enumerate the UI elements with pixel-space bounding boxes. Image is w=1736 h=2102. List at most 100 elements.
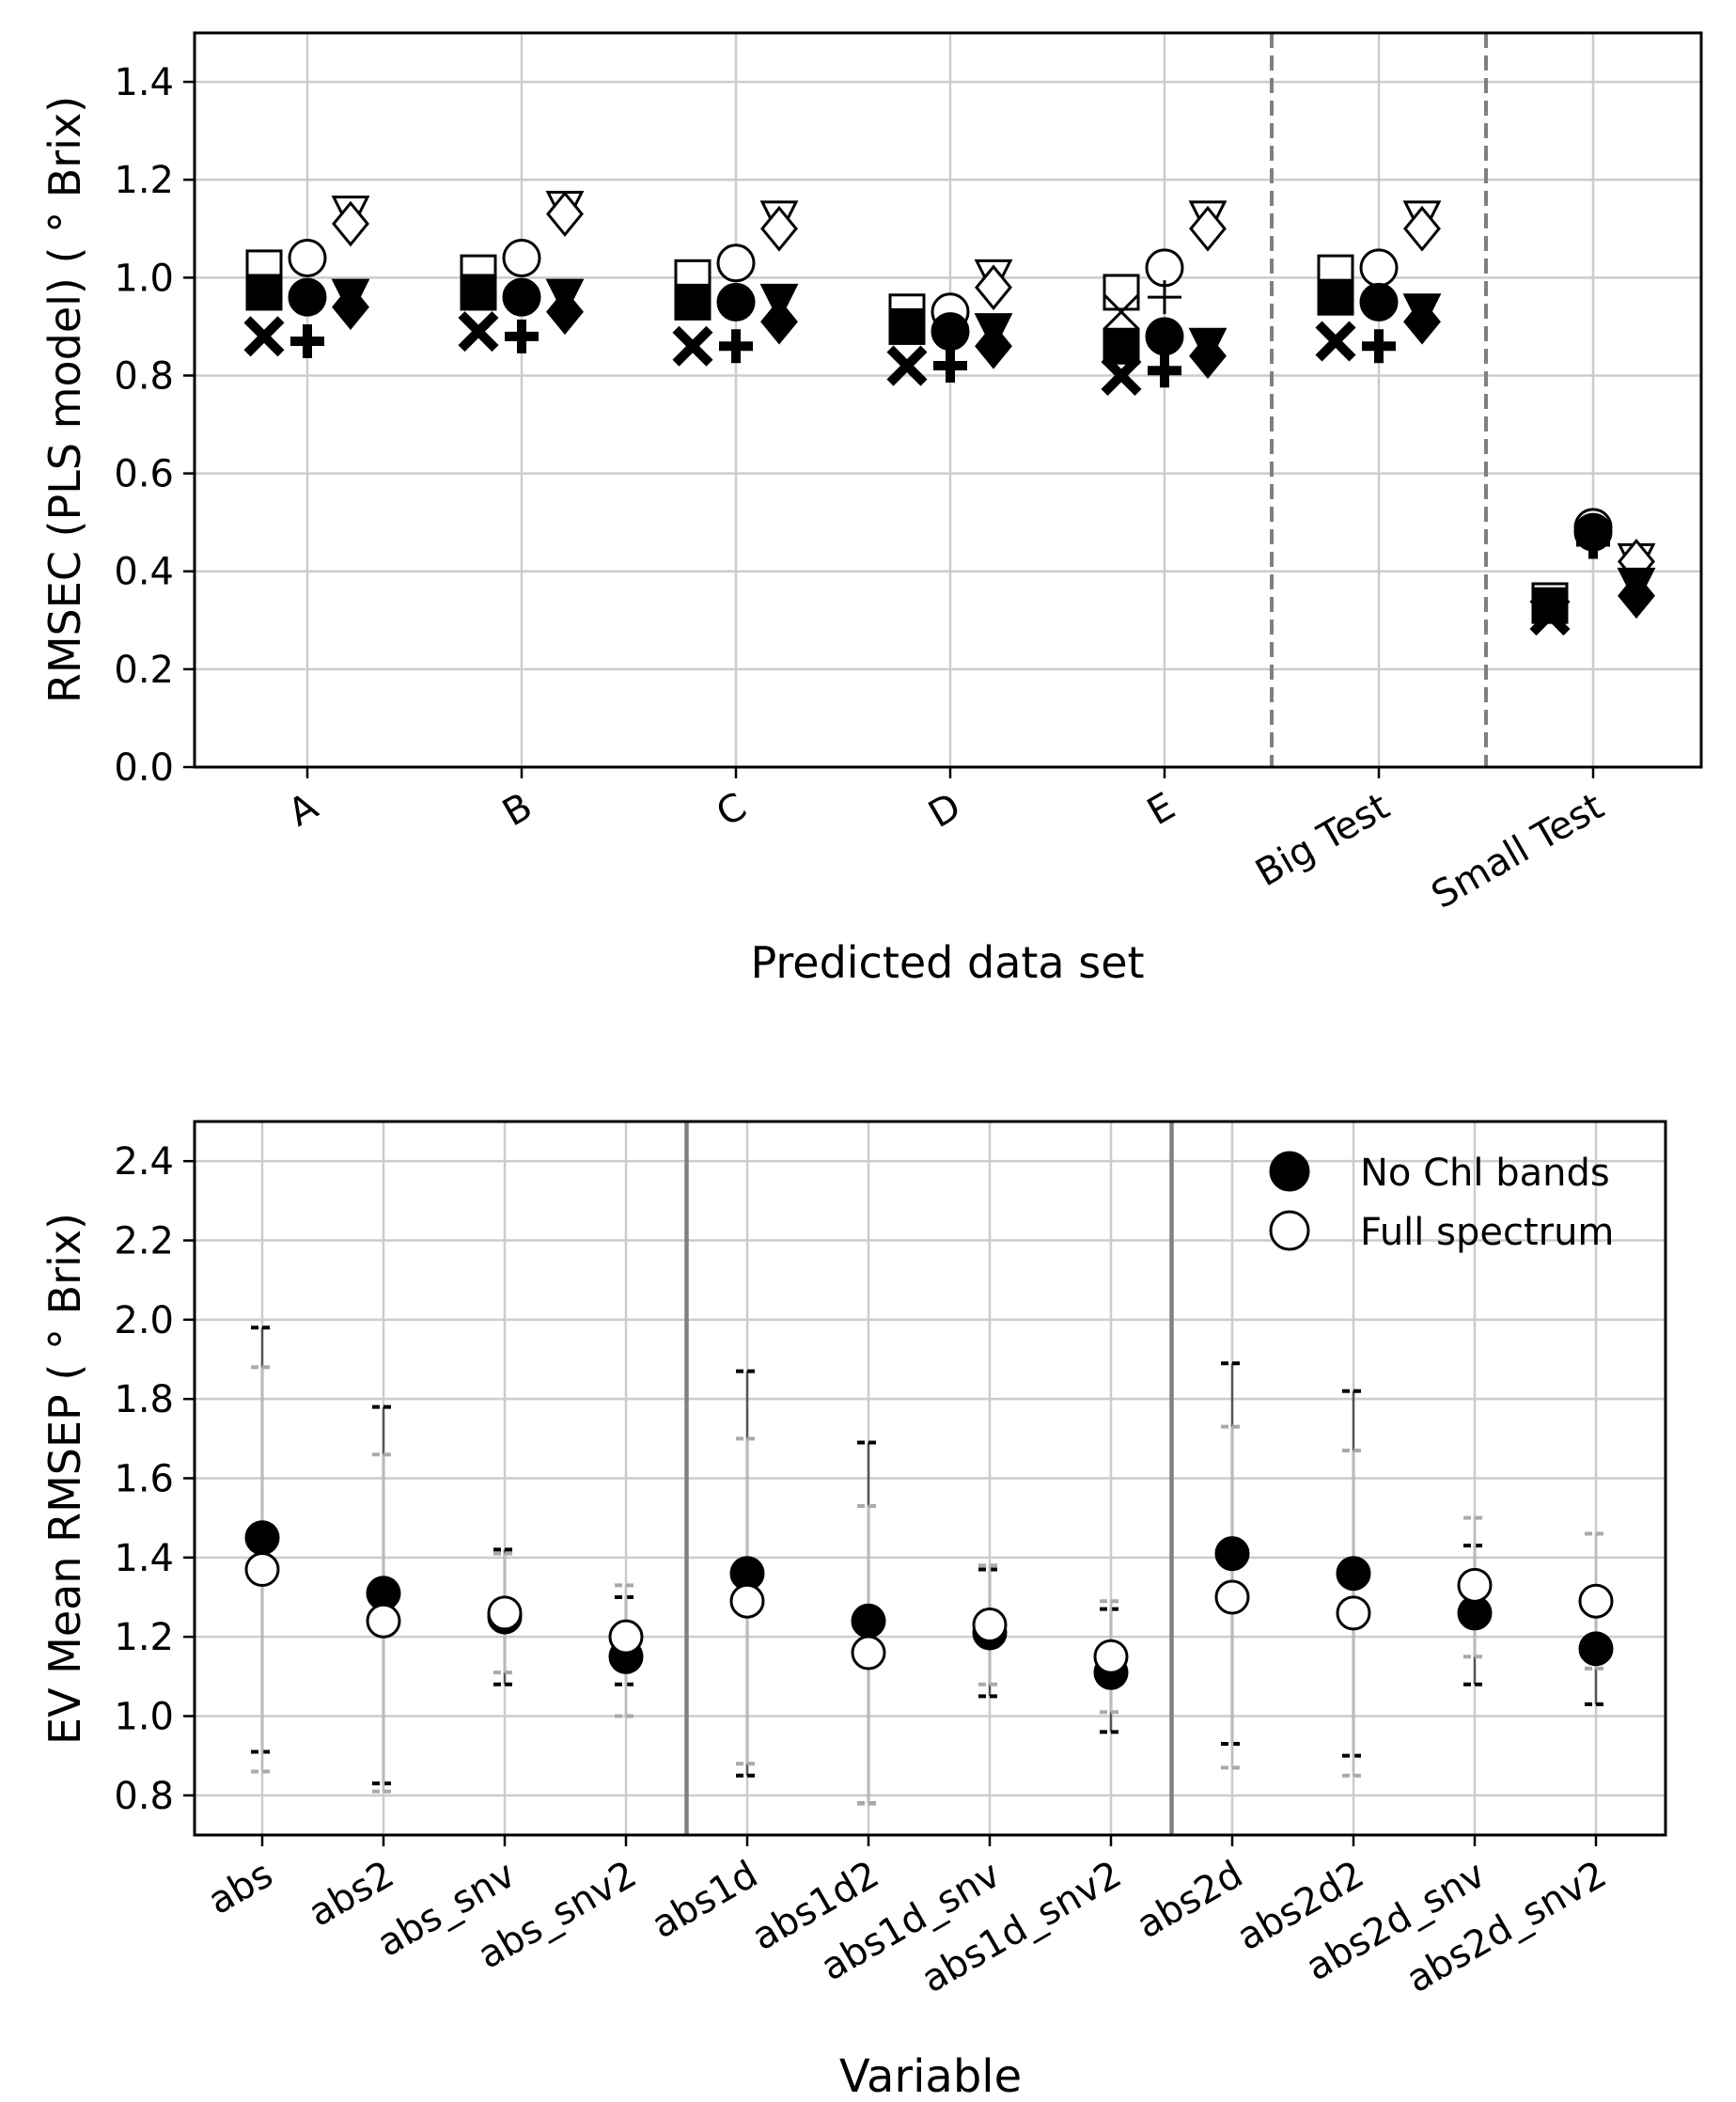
rmsep-chart: 0.81.01.21.41.61.82.02.22.4 abs abs2abs_s… <box>39 1120 1667 2102</box>
legend-marker-no-chl <box>1269 1151 1310 1192</box>
chart1-y-tick-label: 0.8 <box>114 354 174 398</box>
chart1-marker-diamond-open <box>1189 205 1227 252</box>
chart1-marker-x-filled <box>1315 321 1356 362</box>
chart1-marker-x-thin <box>1103 293 1140 330</box>
chart2-point-no-chl <box>244 1520 280 1556</box>
chart1-marker-diamond-filled <box>1189 333 1227 380</box>
chart1-marker-square-filled <box>1103 327 1140 365</box>
chart1-y-tick-label: 0.4 <box>114 551 174 594</box>
chart1-marker-diamond-filled <box>760 298 798 345</box>
chart1-y-tick-label: 1.0 <box>114 257 174 300</box>
chart1-marker-square-filled <box>245 274 283 311</box>
chart2-x-tick-label: abs2d <box>1130 1853 1250 1948</box>
chart2-y-tick-label: 1.2 <box>114 1616 174 1659</box>
legend-label-no-chl: No Chl bands <box>1360 1152 1610 1195</box>
chart1-marker-x-filled <box>886 345 928 386</box>
chart2-point-full-spectrum <box>851 1635 886 1671</box>
chart1-marker-square-filled <box>460 274 497 311</box>
chart2-point-full-spectrum <box>366 1603 401 1639</box>
chart1-marker-x-filled <box>1101 354 1142 397</box>
chart1-marker-circle-filled <box>931 312 970 352</box>
chart2-point-no-chl <box>1578 1631 1614 1667</box>
chart1-x-tick-label: Big Test <box>1248 785 1397 896</box>
chart1-x-tick-label: E <box>1140 785 1182 834</box>
chart1-marker-diamond-open <box>332 200 369 247</box>
chart2-point-full-spectrum <box>1457 1567 1493 1603</box>
chart2-point-full-spectrum <box>972 1608 1008 1643</box>
chart2-point-full-spectrum <box>1093 1639 1129 1674</box>
chart2-point-full-spectrum <box>729 1583 765 1619</box>
legend-marker-full-spectrum <box>1269 1210 1310 1251</box>
chart1-x-tick-label: C <box>710 785 754 836</box>
chart1-marker-diamond-filled <box>1403 298 1441 345</box>
rmsec-chart: 0.0 0.2 0.4 0.6 0.8 1.0 1.2 1.4 A B C D E Big Test Sm… <box>39 31 1703 988</box>
chart1-marker-diamond-open <box>546 191 584 238</box>
chart1-marker-diamond-filled <box>546 289 584 336</box>
chart1-marker-circle-filled <box>1145 317 1184 356</box>
chart2-x-tick-label: abs1d <box>645 1853 765 1948</box>
chart1-marker-x-filled <box>458 311 499 353</box>
chart1-marker-circle-open <box>1359 248 1399 288</box>
chart1-y-tick-label: 1.2 <box>114 159 174 202</box>
chart2-point-full-spectrum <box>1336 1595 1371 1631</box>
chart1-marker-diamond-filled <box>975 322 1012 369</box>
chart1-marker-x-filled <box>243 316 285 357</box>
chart1-separators <box>1270 33 1488 767</box>
chart2-point-full-spectrum <box>1214 1579 1250 1615</box>
chart1-y-ticks: 0.0 0.2 0.4 0.6 0.8 1.0 1.2 1.4 <box>114 61 195 790</box>
chart1-marker-diamond-open <box>975 264 1012 311</box>
chart1-marker-circle-filled <box>502 277 541 317</box>
chart1-marker-square-filled <box>1317 278 1354 316</box>
chart1-marker-circle-open <box>716 243 756 283</box>
chart1-marker-square-filled <box>888 307 926 345</box>
chart1-y-tick-label: 1.4 <box>114 61 174 104</box>
chart2-x-tick-label: abs <box>201 1853 280 1923</box>
chart2-y-tick-label: 1.6 <box>114 1458 174 1501</box>
chart2-y-ticks: 0.8 1.0 1.2 1.4 1.6 1.8 2.0 2.2 2.4 <box>114 1140 195 1818</box>
chart2-legend: No Chl bands Full spectrum <box>1269 1151 1614 1254</box>
chart1-grid <box>195 33 1701 769</box>
chart1-y-tick-label: 0.2 <box>114 649 174 692</box>
chart1-marker-square-open <box>1103 274 1140 311</box>
chart2-point-full-spectrum <box>487 1595 523 1631</box>
chart1-y-tick-label: 0.0 <box>114 746 174 790</box>
chart1-marker-diamond-open <box>760 205 798 252</box>
chart2-y-tick-label: 2.2 <box>114 1220 174 1263</box>
chart1-marker-square-filled <box>674 283 712 321</box>
chart1-markers <box>243 190 1656 636</box>
chart1-marker-circle-filled <box>288 277 327 317</box>
chart2-point-no-chl <box>851 1603 886 1639</box>
chart2-point-full-spectrum <box>244 1551 280 1587</box>
chart1-x-ticks: A B C D E Big Test Small Test <box>281 767 1611 918</box>
chart2-y-tick-label: 1.8 <box>114 1378 174 1421</box>
chart2-y-axis-label: EV Mean RMSEP ( ° Brix) <box>39 1213 90 1745</box>
chart2-error-bars <box>251 1326 1607 1806</box>
chart1-marker-diamond-filled <box>1618 573 1655 620</box>
chart1-marker-diamond-filled <box>332 284 369 330</box>
chart1-y-axis-label: RMSEC (PLS model) ( ° Brix) <box>39 96 90 703</box>
chart2-point-full-spectrum <box>1578 1583 1614 1619</box>
chart1-marker-x-filled <box>672 325 713 367</box>
chart2-y-tick-label: 1.4 <box>114 1537 174 1580</box>
chart1-marker-x-filled <box>1529 595 1571 636</box>
chart1-x-tick-label: B <box>495 785 540 836</box>
legend-label-full-spectrum: Full spectrum <box>1360 1211 1614 1254</box>
chart1-marker-circle-filled <box>1359 282 1399 322</box>
chart1-marker-circle-open <box>502 239 541 278</box>
chart2-point-no-chl <box>1336 1556 1371 1592</box>
chart1-marker-diamond-open <box>1403 205 1441 252</box>
chart1-x-axis-label: Predicted data set <box>750 937 1144 988</box>
chart1-y-tick-label: 0.6 <box>114 453 174 496</box>
chart2-y-tick-label: 2.0 <box>114 1299 174 1342</box>
chart1-x-tick-label: A <box>281 785 325 836</box>
chart2-separators <box>684 1122 1174 1835</box>
chart2-markers <box>244 1520 1614 1690</box>
chart2-y-tick-label: 0.8 <box>114 1775 174 1818</box>
chart2-x-axis-label: Variable <box>839 2050 1022 2102</box>
chart1-frame <box>193 31 1703 769</box>
chart1-x-tick-label: D <box>921 785 968 837</box>
chart1-x-tick-label: Small Test <box>1425 785 1611 918</box>
chart1-marker-circle-filled <box>716 282 756 322</box>
